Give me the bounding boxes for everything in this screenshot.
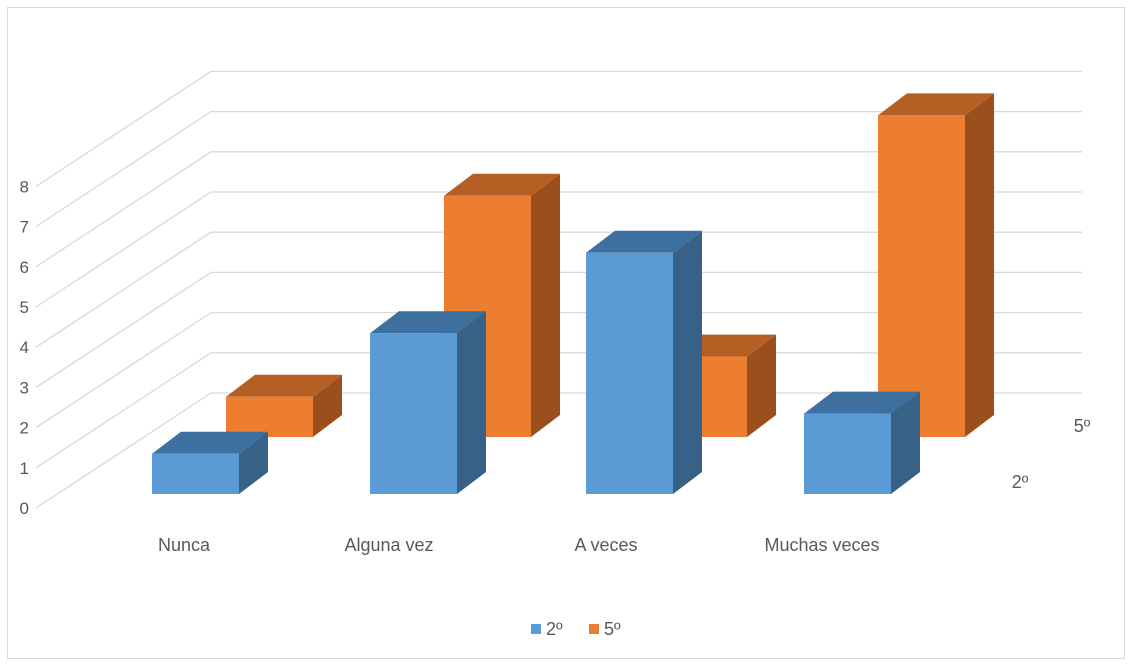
legend-label-5: 5º (604, 619, 621, 639)
gridline-4 (35, 231, 1082, 348)
gridline-3 (35, 271, 1082, 388)
gridline-1 (35, 352, 1082, 469)
bar-s2-muchas-veces (804, 391, 920, 494)
gridline-5 (35, 191, 1082, 308)
gridline-0 (35, 392, 1082, 509)
bar-s2-a-veces (586, 230, 702, 495)
category-labels: Nunca Alguna vez A veces Muchas veces (158, 535, 880, 555)
bars (152, 93, 994, 495)
gridline-2 (35, 311, 1082, 429)
gridline-8 (35, 70, 1082, 187)
depth-label-5: 5º (1074, 416, 1091, 436)
y-tick-label: 4 (20, 338, 29, 357)
legend: 2º 5º (531, 619, 621, 639)
gridline-7 (35, 110, 1082, 228)
gridline-6 (35, 151, 1082, 268)
bar-s5-muchas-veces (878, 93, 994, 438)
legend-label-2: 2º (546, 619, 563, 639)
legend-swatch-2 (531, 624, 541, 634)
y-tick-label: 7 (20, 218, 29, 237)
bar-s2-nunca (152, 431, 268, 494)
gridlines (35, 70, 1082, 509)
y-axis-ticks: 0 1 2 3 4 5 6 7 8 (20, 177, 29, 518)
legend-swatch-5 (589, 624, 599, 634)
y-tick-label: 6 (20, 258, 29, 277)
category-label: Alguna vez (344, 535, 433, 555)
y-tick-label: 0 (20, 499, 29, 518)
y-tick-label: 1 (20, 459, 29, 478)
y-tick-label: 3 (20, 378, 29, 397)
depth-label-2: 2º (1012, 472, 1029, 492)
bar-s2-alguna-vez (370, 311, 486, 494)
bar-s5-nunca (226, 374, 342, 437)
y-tick-label: 8 (20, 177, 29, 196)
category-label: Nunca (158, 535, 211, 555)
category-label: Muchas veces (764, 535, 879, 555)
y-tick-label: 5 (20, 298, 29, 317)
depth-axis-labels: 2º 5º (1012, 416, 1091, 492)
y-tick-label: 2 (20, 419, 29, 438)
category-label: A veces (574, 535, 637, 555)
